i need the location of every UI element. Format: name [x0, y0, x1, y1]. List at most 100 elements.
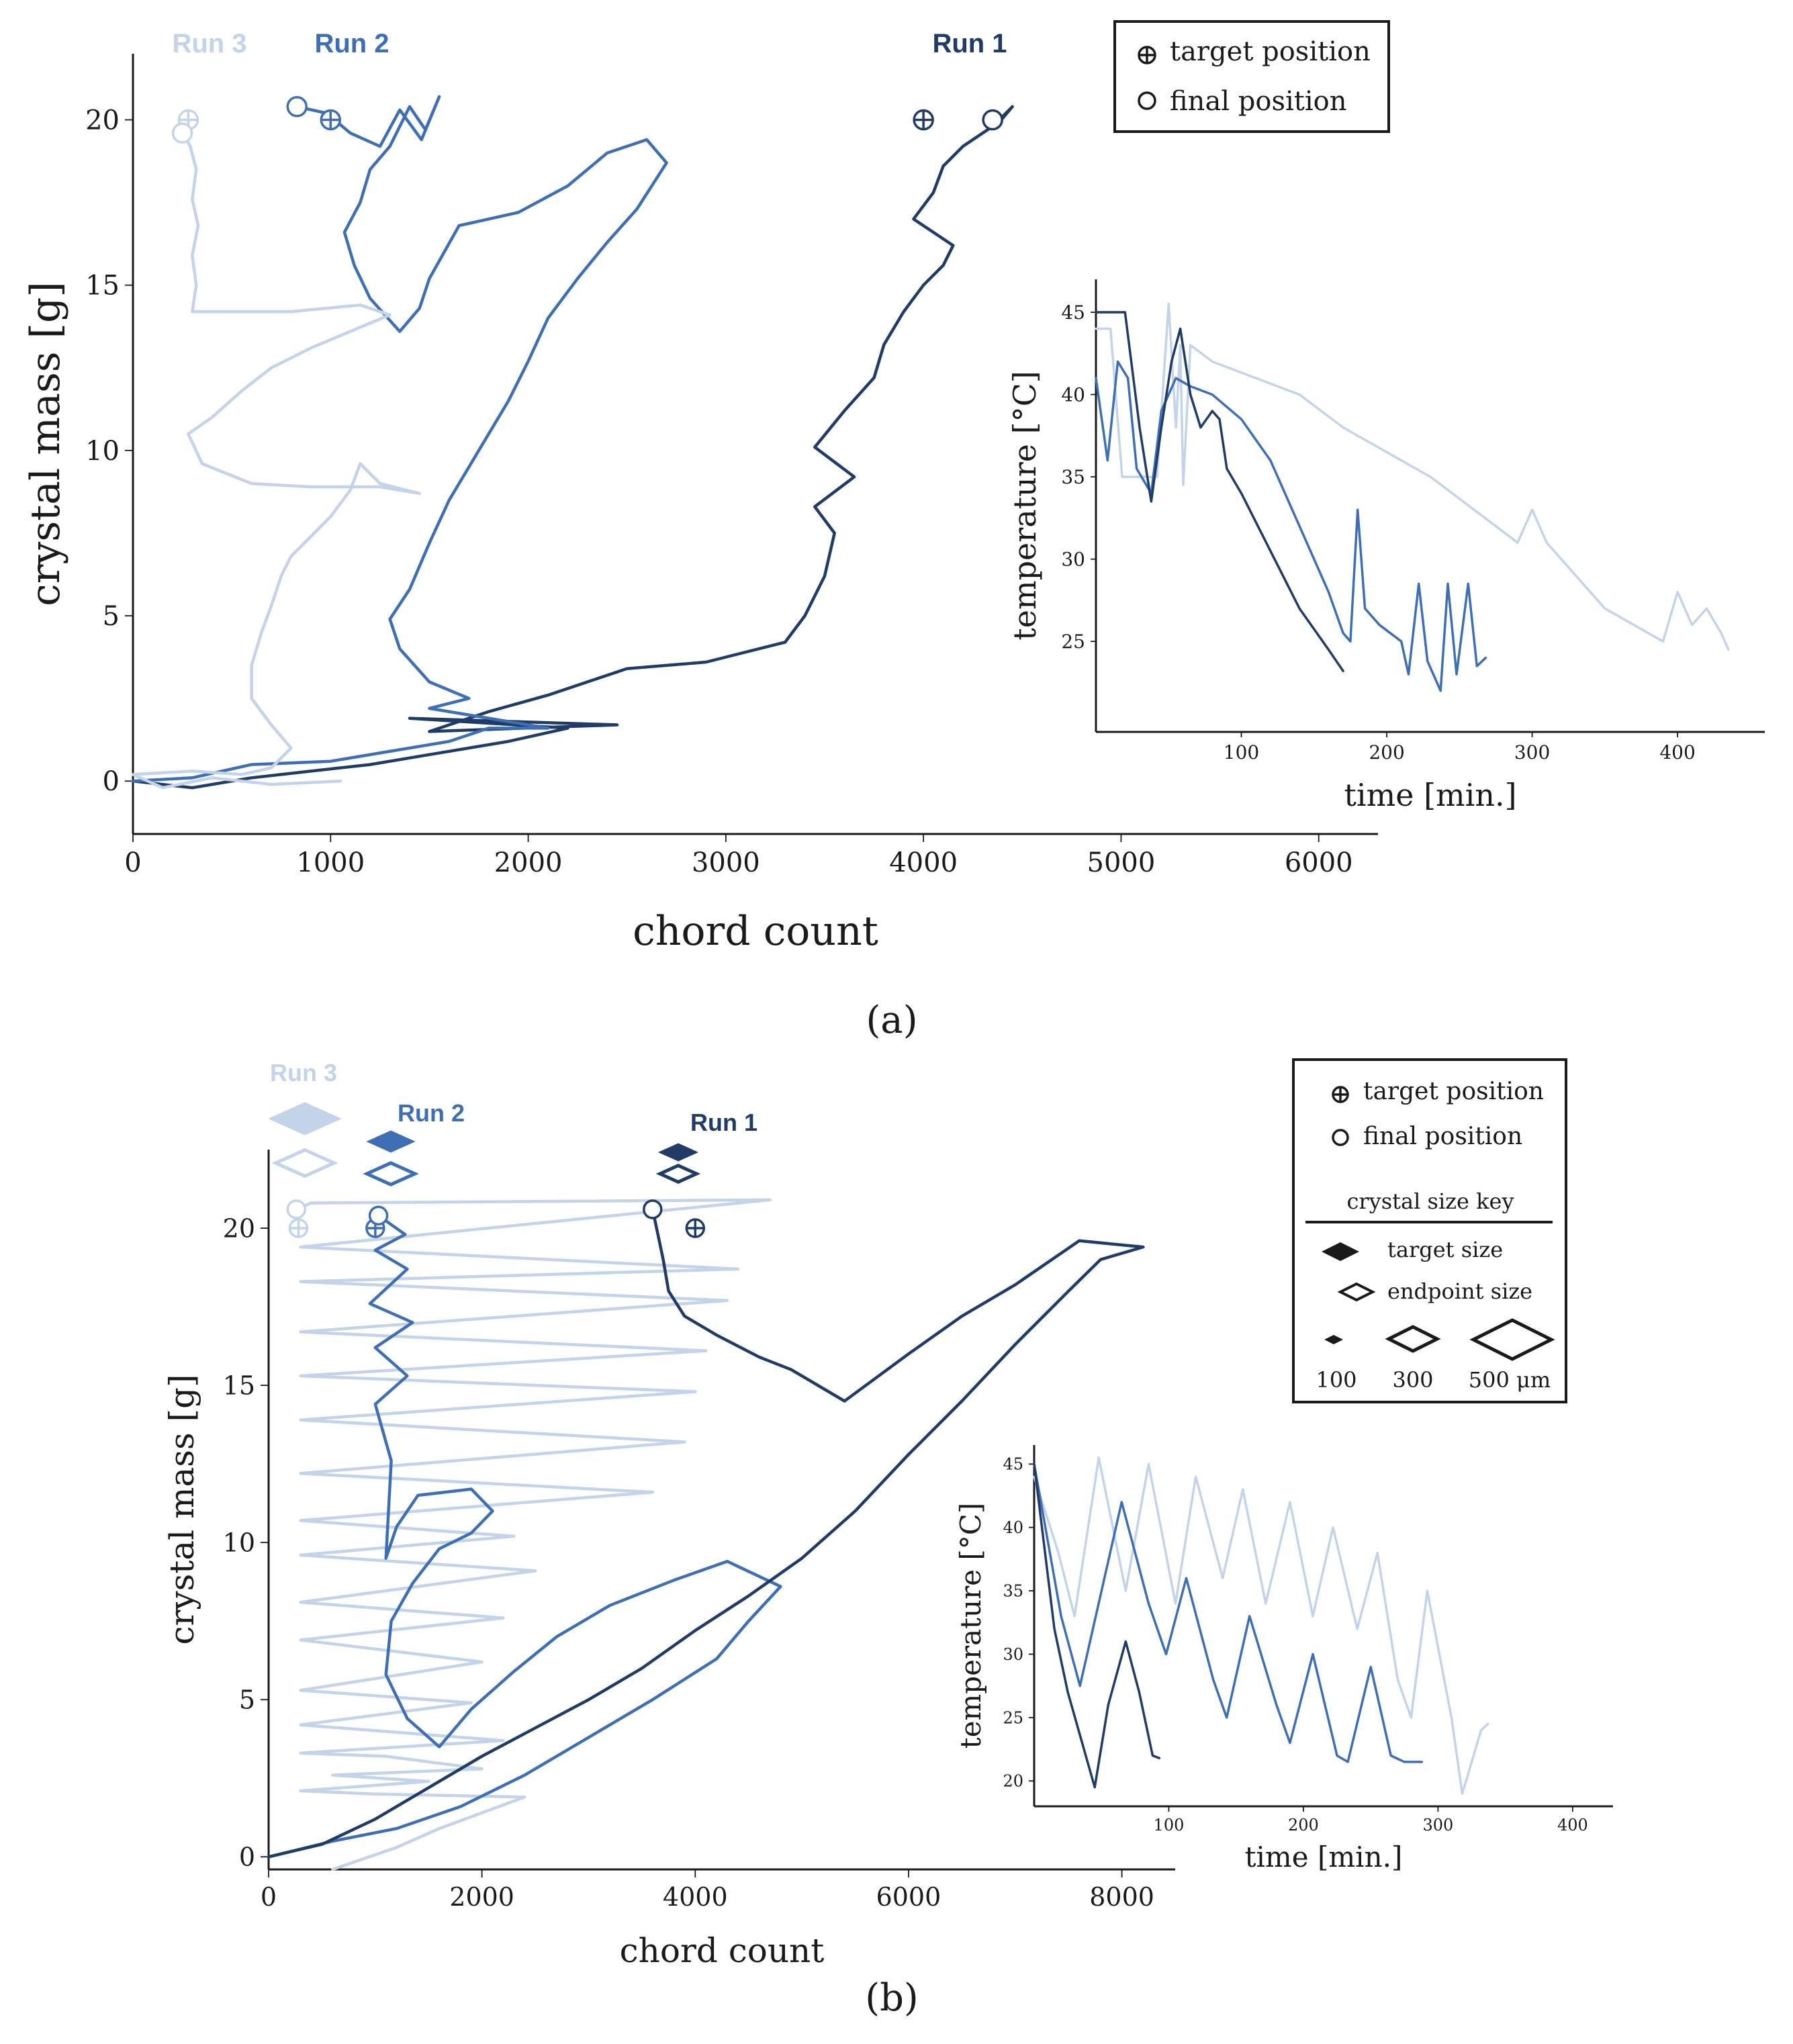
x-tick-label: 400: [1659, 741, 1695, 763]
x-tick-label: 300: [1422, 1816, 1453, 1834]
legend-final-label: final position: [1363, 1123, 1522, 1150]
legend-target-label: target position: [1363, 1078, 1544, 1105]
x-tick-label: 400: [1557, 1816, 1588, 1834]
final-marker-run-2: [368, 1205, 389, 1226]
x-tick-label: 1000: [296, 847, 365, 878]
panel-b-main-plot: 0 2000 4000 6000 8000 0 5 10 15 20 chord count crys…: [163, 1059, 1175, 1970]
target-marker-run-2: [320, 109, 342, 131]
panel-a-label: (a): [866, 998, 917, 1042]
run-label: Run 2: [398, 1099, 465, 1127]
x-tick-label: 2000: [494, 847, 563, 878]
y-tick-label: 15: [223, 1371, 255, 1400]
x-tick-label: 100: [1224, 741, 1259, 763]
target-position-icon: [1138, 46, 1156, 64]
x-tick-label: 0: [124, 847, 141, 878]
y-tick-label: 10: [85, 436, 120, 467]
legend-endpoint-size-label: endpoint size: [1387, 1279, 1532, 1304]
series-line-run-3: [131, 131, 421, 790]
series-line-run-2: [131, 95, 668, 783]
legend-final-label: final position: [1170, 86, 1347, 117]
panel-b-label: (b): [865, 1976, 919, 2020]
size-300-icon: [1385, 1325, 1441, 1353]
y-tick-label: 45: [1003, 1455, 1023, 1474]
y-tick-label: 45: [1061, 301, 1085, 324]
run-label: Run 3: [172, 29, 246, 58]
series-line-run-3-inset: [1095, 303, 1730, 651]
series-line-run-2: [267, 1214, 782, 1859]
size-100-label: 100: [1316, 1367, 1357, 1393]
size-100-icon: [1324, 1335, 1343, 1344]
series-line-run-2-inset: [1033, 1462, 1424, 1763]
y-tick-label: 20: [223, 1213, 255, 1243]
target-marker-run-1: [685, 1218, 706, 1238]
panel-b: 0 2000 4000 6000 8000 0 5 10 15 20 chord count crys…: [163, 1058, 1613, 2020]
y-tick-label: 30: [1003, 1645, 1023, 1664]
x-axis-label: chord count: [620, 1931, 825, 1970]
x-axis-label: time [min.]: [1344, 777, 1516, 813]
endpoint-size-diamond-run-2: [363, 1161, 419, 1187]
target-size-diamond-run-1: [657, 1143, 699, 1162]
x-tick-label: 0: [261, 1882, 277, 1912]
x-axis-label: time [min.]: [1245, 1841, 1403, 1873]
y-axis-label: temperature [°C]: [1007, 371, 1043, 640]
y-tick-label: 35: [1003, 1581, 1023, 1600]
y-tick-label: 20: [1003, 1772, 1023, 1791]
x-tick-label: 6000: [876, 1882, 941, 1912]
series-line-run-2-inset: [1095, 360, 1487, 692]
y-axis-label: temperature [°C]: [954, 1503, 987, 1749]
y-tick-label: 10: [223, 1528, 255, 1557]
y-tick-label: 15: [85, 271, 120, 301]
x-tick-label: 300: [1514, 741, 1550, 763]
x-tick-label: 200: [1288, 1816, 1319, 1834]
final-position-icon: [1332, 1129, 1349, 1146]
y-tick-label: 30: [1061, 548, 1085, 570]
legend-target-label: target position: [1170, 36, 1371, 67]
endpoint-size-diamond-run-3: [271, 1148, 338, 1178]
x-tick-label: 3000: [692, 847, 760, 878]
run-label: Run 2: [314, 29, 389, 58]
legend-target-size-label: target size: [1387, 1237, 1503, 1262]
series-line-run-1-inset: [1095, 311, 1344, 673]
series-line-run-3-inset: [1033, 1456, 1489, 1795]
target-size-icon: [1322, 1242, 1359, 1261]
x-tick-label: 4000: [889, 847, 958, 878]
y-tick-label: 25: [1061, 631, 1085, 653]
target-size-diamond-run-3: [268, 1102, 342, 1135]
y-tick-label: 0: [103, 766, 120, 797]
y-tick-label: 20: [85, 105, 120, 136]
run-label: Run 1: [690, 1109, 757, 1136]
target-position-icon: [1332, 1086, 1349, 1103]
final-marker-run-3: [286, 1199, 307, 1219]
target-size-diamond-run-2: [366, 1130, 416, 1153]
x-axis-label: chord count: [633, 908, 878, 955]
final-marker-run-2: [286, 96, 308, 118]
x-tick-label: 2000: [449, 1882, 514, 1912]
y-tick-label: 35: [1061, 466, 1085, 488]
final-position-icon: [1138, 91, 1156, 110]
endpoint-size-diamond-run-1: [655, 1164, 701, 1184]
panel-a-legend: target position final position: [1113, 20, 1390, 133]
panel-a-temperature-inset: 100 200 300 400 25 30 35 40 45 time [min.] tempera…: [1007, 279, 1765, 813]
series-line-run-1-inset: [1033, 1462, 1161, 1789]
series-line-run-3: [295, 1198, 772, 1871]
size-500-label: 500 μm: [1469, 1367, 1551, 1393]
panel-b-legend: target position final position crystal s…: [1292, 1058, 1567, 1403]
final-marker-run-3: [171, 122, 193, 144]
y-tick-label: 5: [239, 1685, 255, 1715]
panel-b-temperature-inset: 100 200 300 400 20 25 30 35 40 45 time [min.] tempe…: [954, 1445, 1613, 1873]
y-tick-label: 40: [1003, 1518, 1023, 1537]
x-tick-label: 4000: [663, 1882, 728, 1912]
target-marker-run-1: [913, 109, 934, 131]
run-label: Run 1: [932, 29, 1007, 58]
series-line-run-1: [131, 105, 1014, 790]
run-label: Run 3: [270, 1059, 337, 1086]
panel-a-main-plot: 0 1000 2000 3000 4000 5000 6000 0 5 10 15 20 chord c…: [22, 29, 1378, 955]
x-tick-label: 100: [1154, 1816, 1185, 1834]
x-tick-label: 5000: [1087, 847, 1156, 878]
y-tick-label: 25: [1003, 1708, 1023, 1727]
x-tick-label: 6000: [1285, 847, 1353, 878]
size-key-title: crystal size key: [1346, 1189, 1514, 1214]
endpoint-size-icon: [1337, 1282, 1376, 1302]
final-marker-run-1: [982, 109, 1003, 131]
